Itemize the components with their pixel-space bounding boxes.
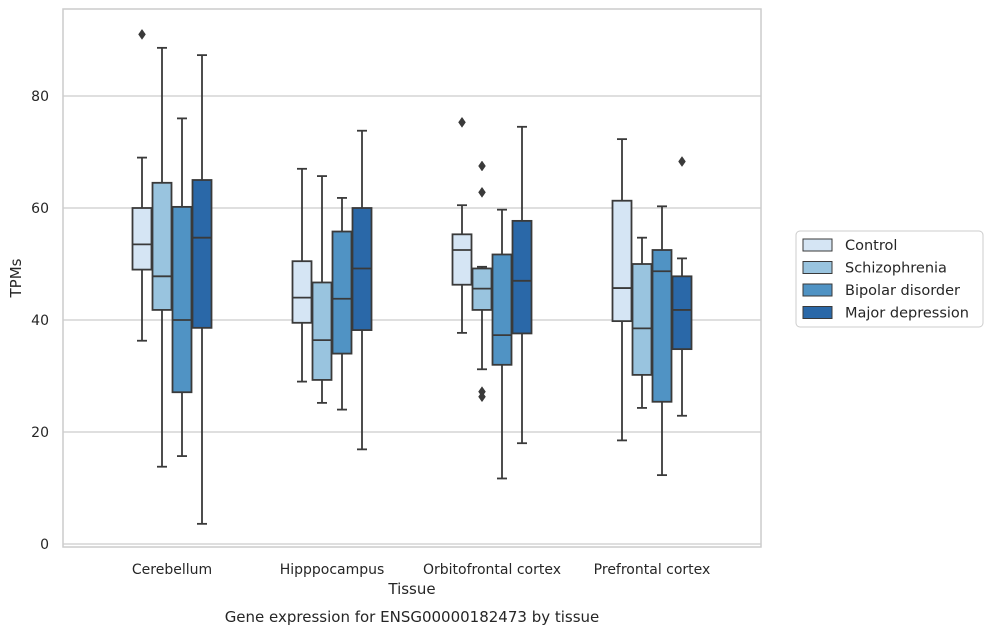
box-control xyxy=(451,116,473,334)
box-schizophrenia xyxy=(311,175,333,404)
box-major-depression xyxy=(351,129,373,451)
legend-swatch xyxy=(802,283,833,297)
legend-swatch xyxy=(802,261,833,274)
x-axis-label: Tissue xyxy=(387,580,435,598)
x-tick-label: Orbitofrontal cortex xyxy=(423,562,561,578)
legend-frame xyxy=(795,230,984,328)
y-axis-label: TPMs xyxy=(7,258,25,298)
box-iqr xyxy=(171,205,193,394)
legend-swatch xyxy=(802,306,833,319)
box-control xyxy=(291,167,313,383)
legend-label: Schizophrenia xyxy=(845,261,947,277)
y-tick-label: 60 xyxy=(31,201,49,217)
y-tick-labels: 0 20 40 60 80 xyxy=(31,89,49,553)
box-iqr xyxy=(511,219,533,335)
outlier-marker xyxy=(138,28,146,40)
legend-swatch xyxy=(802,238,833,252)
box-iqr xyxy=(291,260,313,324)
outlier-marker xyxy=(478,391,486,403)
box-iqr xyxy=(191,179,213,329)
boxes xyxy=(131,28,693,525)
legend-label: Bipolar disorder xyxy=(845,283,960,299)
legend: Control Schizophrenia Bipolar disorder Majo… xyxy=(795,230,984,328)
x-tick-label: Hipppocampus xyxy=(280,562,385,578)
x-tick-labels: Cerebellum Hipppocampus Orbitofrontal cort… xyxy=(132,562,710,578)
legend-label: Control xyxy=(845,238,897,254)
box-iqr xyxy=(131,207,153,271)
box-iqr xyxy=(611,199,633,323)
outlier-marker xyxy=(678,156,686,167)
box-schizophrenia xyxy=(631,236,653,409)
box-control xyxy=(131,28,153,342)
box-bipolar-disorder xyxy=(331,197,353,411)
legend-entries: Control Schizophrenia Bipolar disorder Majo… xyxy=(802,238,969,322)
y-tick-label: 80 xyxy=(31,89,49,105)
box-major-depression xyxy=(671,156,693,417)
y-tick-label: 40 xyxy=(31,313,49,329)
plot-frame xyxy=(62,8,762,548)
box-iqr xyxy=(631,263,653,376)
box-iqr xyxy=(151,181,173,311)
outlier-marker xyxy=(458,116,466,128)
box-bipolar-disorder xyxy=(491,208,513,480)
box-iqr xyxy=(671,275,693,351)
legend-label: Major depression xyxy=(845,306,969,322)
box-control xyxy=(611,138,633,442)
box-iqr xyxy=(491,253,513,366)
box-bipolar-disorder xyxy=(171,117,193,457)
y-tick-label: 0 xyxy=(40,537,49,553)
chart-caption: Gene expression for ENSG00000182473 by t… xyxy=(225,608,600,626)
box-iqr xyxy=(331,230,353,355)
outlier-marker xyxy=(478,160,486,172)
box-schizophrenia xyxy=(151,46,173,468)
box-iqr xyxy=(311,281,333,381)
box-iqr xyxy=(451,233,473,286)
box-major-depression xyxy=(191,54,213,525)
y-tick-label: 20 xyxy=(31,425,49,441)
box-iqr xyxy=(651,249,673,403)
box-schizophrenia xyxy=(471,160,493,403)
box-major-depression xyxy=(511,125,533,445)
outlier-marker xyxy=(478,186,486,198)
x-tick-label: Cerebellum xyxy=(132,562,212,578)
x-tick-label: Prefrontal cortex xyxy=(594,562,711,578)
box-bipolar-disorder xyxy=(651,205,673,477)
